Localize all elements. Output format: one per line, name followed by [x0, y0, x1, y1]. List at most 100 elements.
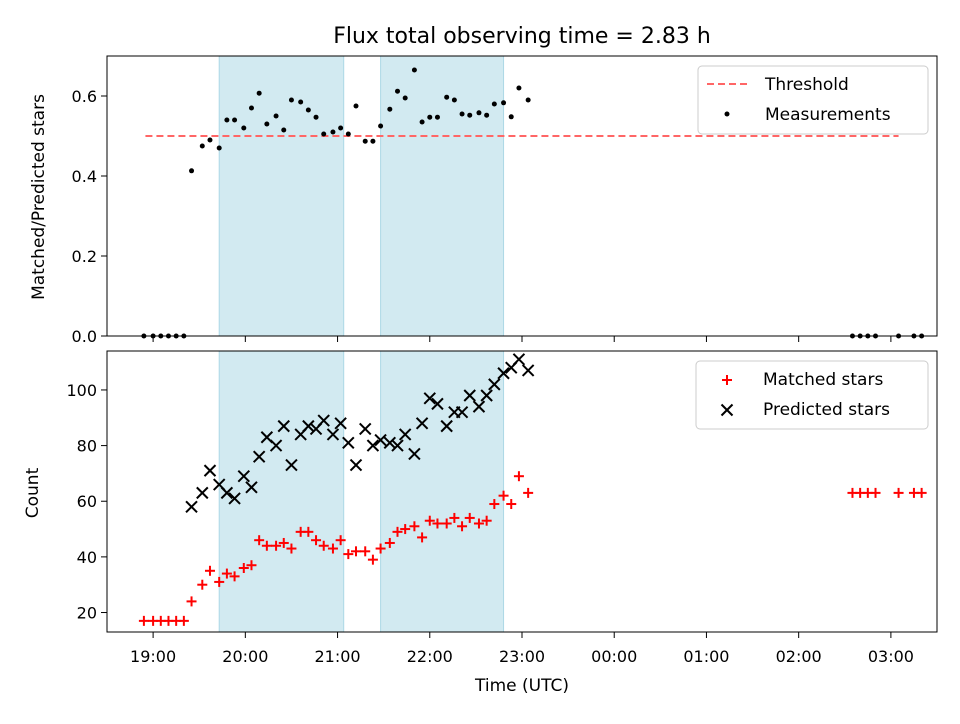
predicted-star-point: [391, 439, 404, 452]
y-tick-label: 20: [77, 604, 97, 623]
predicted-star-point-b: [415, 417, 429, 430]
x-axis-label: Time (UTC): [474, 676, 569, 696]
bottom-x-axis-ticks: 19:00 20:00 21:00 22:00 23:00 00:00 01:00 02:00…: [130, 632, 914, 666]
matched-star-point: [246, 560, 257, 571]
legend-matched-marker: [722, 375, 732, 385]
matched-star-point: [351, 546, 361, 557]
bottom-legend-box: [695, 360, 929, 430]
predicted-star-point-b: [334, 417, 347, 430]
predicted-star-point: [342, 436, 355, 450]
predicted-star-point: [366, 439, 380, 452]
top-y-axis-label: Matched/Predicted stars: [29, 94, 49, 300]
predicted-star-point: [440, 419, 453, 433]
predicted-star-point: [408, 447, 421, 461]
legend-predicted-marker-b: [720, 403, 734, 417]
measurement-point: [516, 85, 522, 91]
top-legend-box: [697, 65, 929, 135]
measurement-point: [459, 111, 465, 117]
y-tick-label: 0.4: [72, 167, 97, 186]
measurement-point: [387, 106, 393, 112]
predicted-star-point: [334, 417, 347, 430]
predicted-star-point-b: [398, 428, 412, 441]
predicted-star-point: [488, 378, 501, 391]
matched-star-point: [311, 535, 322, 546]
predicted-star-point-b: [245, 481, 258, 494]
x-tick-label: 03:00: [868, 647, 914, 666]
matched-star-point: [523, 487, 534, 498]
matched-star-point: [178, 615, 189, 626]
matched-star-point: [481, 515, 492, 526]
predicted-star-point-b: [349, 458, 363, 472]
measurement-point: [378, 123, 384, 129]
matched-star-point: [197, 579, 208, 590]
matched-star-point: [271, 540, 282, 551]
matched-star-point: [432, 518, 443, 529]
predicted-star-point: [302, 419, 315, 433]
measurement-point: [467, 112, 473, 118]
predicted-star-point-b: [521, 364, 535, 377]
y-tick-label: 0.2: [72, 247, 97, 266]
predicted-star-point-b: [480, 389, 493, 402]
measurement-point: [444, 94, 450, 100]
measurement-point: [241, 125, 247, 131]
observing-window-1: [218, 55, 345, 337]
count-panel: 20 40 60 80 100 19:00 20:00 21:00 22:00 23:00 00:…: [23, 350, 938, 696]
matched-star-point: [916, 487, 927, 498]
predicted-star-point-b: [317, 414, 330, 427]
matched-star-point: [367, 554, 378, 565]
measurement-point: [395, 88, 400, 94]
predicted-star-point: [521, 364, 535, 377]
measurement-point: [427, 114, 433, 120]
matched-star-point: [489, 499, 500, 510]
predicted-star-point: [317, 414, 330, 427]
predicted-star-point-b: [212, 478, 226, 491]
predicted-star-point: [203, 464, 217, 477]
measurement-point: [402, 95, 408, 101]
predicted-star-point-b: [196, 486, 209, 500]
measurement-point: [313, 114, 319, 120]
predicted-star-point-b: [302, 419, 315, 433]
predicted-star-point-b: [237, 469, 251, 483]
predicted-star-point: [455, 406, 469, 419]
predicted-star-point-b: [431, 397, 444, 411]
legend-measurements-swatch: [724, 111, 730, 117]
predicted-star-point-b: [423, 392, 436, 405]
measurement-point: [248, 105, 254, 111]
bottom-legend: Matched stars Predicted stars: [695, 360, 929, 430]
measurement-point: [525, 97, 531, 103]
predicted-star-point-b: [391, 439, 404, 452]
matched-star-point: [204, 565, 215, 576]
predicted-star-point-b: [220, 486, 234, 500]
matched-star-point: [286, 543, 297, 554]
top-y-axis-ticks: 0.0 0.2 0.4 0.6: [72, 87, 107, 346]
predicted-star-point: [431, 397, 444, 411]
predicted-star-point-b: [374, 433, 387, 447]
measurement-point: [484, 112, 490, 118]
matched-star-point: [870, 487, 881, 498]
measurement-point: [298, 99, 304, 105]
predicted-star-point-b: [269, 439, 283, 452]
bottom-y-axis-label: Count: [23, 467, 43, 518]
predicted-star-point-b: [408, 447, 421, 461]
measurement-point: [224, 117, 230, 123]
bottom-y-axis-ticks: 20 40 60 80 100: [66, 381, 107, 623]
measurement-point: [362, 138, 368, 144]
matched-star-point: [464, 512, 475, 523]
y-tick-label: 80: [77, 437, 97, 456]
y-tick-label: 100: [66, 381, 97, 400]
matched-star-point: [335, 535, 346, 546]
predicted-star-point: [269, 439, 283, 452]
x-tick-label: 02:00: [776, 647, 822, 666]
matched-star-point: [498, 490, 509, 501]
matched-star-point: [506, 499, 517, 510]
predicted-star-point: [359, 422, 372, 436]
matched-star-point: [221, 568, 232, 579]
measurement-point: [281, 127, 287, 133]
matched-star-point: [278, 537, 289, 548]
x-tick-label: 19:00: [130, 647, 176, 666]
measurement-point: [345, 131, 351, 137]
measurement-point: [264, 121, 270, 127]
matched-star-point: [441, 518, 452, 529]
matched-star-point: [138, 615, 149, 626]
